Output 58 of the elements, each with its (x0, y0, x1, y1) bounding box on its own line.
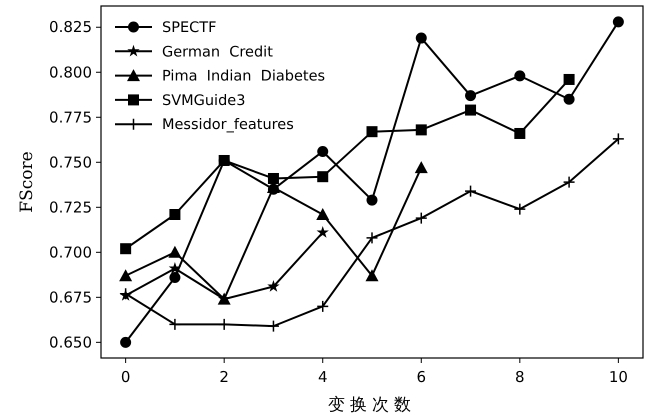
x-axis-title: 变换次数 (328, 395, 416, 415)
point (416, 32, 427, 44)
point (316, 226, 329, 238)
y-tick-label: 0.700 (49, 243, 92, 262)
point (465, 90, 476, 102)
x-tick-label: 4 (318, 368, 328, 386)
point (169, 209, 180, 220)
x-tick-label: 6 (416, 368, 426, 386)
y-tick-label: 0.725 (49, 198, 92, 216)
point (317, 171, 328, 182)
point (267, 320, 280, 332)
point (218, 318, 230, 331)
point (514, 128, 526, 139)
point (366, 194, 378, 206)
point (316, 208, 330, 220)
point (316, 300, 329, 313)
point (514, 70, 526, 82)
point (612, 16, 624, 28)
legend-label: SVMGuide3 (162, 92, 246, 109)
point (366, 269, 378, 282)
point (120, 243, 132, 254)
point (414, 161, 428, 174)
y-tick-label: 0.750 (49, 153, 92, 172)
point (514, 202, 526, 216)
point (119, 269, 132, 282)
point (268, 172, 279, 184)
y-tick-label: 0.775 (49, 108, 92, 126)
point (218, 154, 230, 166)
point (415, 212, 428, 224)
point (464, 184, 477, 198)
point (612, 132, 625, 146)
y-tick-label: 0.650 (49, 333, 92, 352)
point (366, 126, 378, 138)
legend-label: German Credit (162, 44, 274, 60)
point (465, 104, 476, 116)
legend-label: Messidor_features (162, 117, 294, 134)
point (366, 232, 378, 244)
point (168, 262, 182, 274)
point (317, 146, 328, 157)
point (564, 74, 575, 85)
point (564, 94, 575, 105)
point (562, 176, 576, 188)
point (168, 246, 182, 258)
point (120, 336, 132, 348)
x-tick-label: 2 (219, 368, 229, 386)
point (168, 318, 182, 331)
point (267, 280, 280, 292)
x-tick-label: 10 (608, 368, 628, 386)
legend-label: SPECTF (162, 20, 216, 36)
legend-label: Pima Indian Diabetes (162, 68, 326, 85)
x-tick-label: 8 (515, 368, 525, 386)
y-axis-title: FScore (17, 151, 37, 213)
x-tick-label: 0 (120, 368, 130, 386)
y-tick-label: 0.825 (49, 18, 92, 36)
point (416, 124, 427, 136)
y-tick-label: 0.800 (49, 63, 92, 82)
y-tick-label: 0.675 (49, 288, 92, 306)
point (169, 272, 180, 284)
